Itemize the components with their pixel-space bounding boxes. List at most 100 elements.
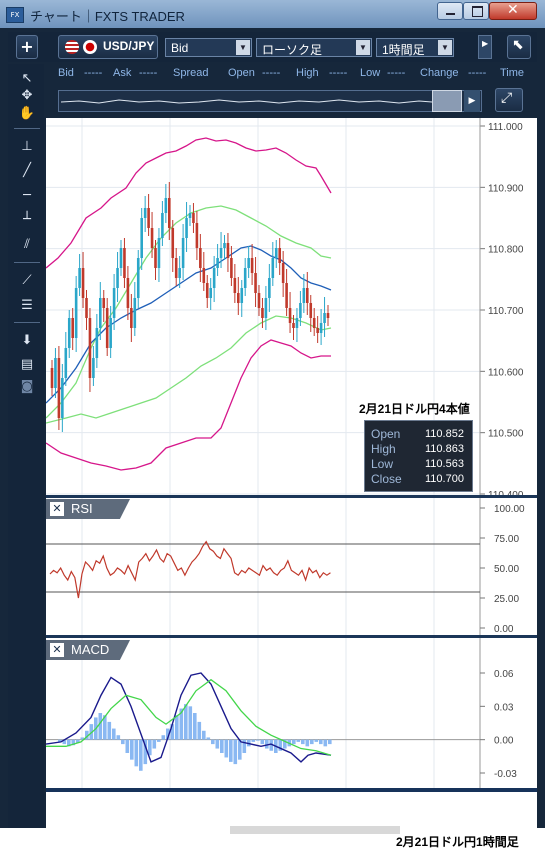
candle-body [126, 278, 130, 308]
close-rsi-icon[interactable]: ✕ [50, 502, 64, 516]
pointer-icon[interactable]: ↖ [21, 71, 33, 86]
panel-separator[interactable] [46, 635, 537, 638]
macd-histogram-bar [328, 739, 332, 745]
candle-body [216, 258, 219, 268]
rsi-tick-label: 50.00 [494, 564, 519, 575]
fibonacci-fan-icon[interactable]: ⟋ [22, 273, 32, 288]
high-value: ----- [329, 67, 348, 79]
rsi-tick-label: 100.00 [494, 504, 525, 515]
data-window-icon[interactable]: ▤ [20, 357, 34, 372]
candle-body [202, 268, 206, 283]
tool-separator [14, 322, 40, 323]
fit-chart-button[interactable]: ⤢ [495, 88, 523, 112]
candle-body [105, 308, 109, 348]
candle-body [168, 198, 171, 228]
candle-body [67, 318, 71, 348]
symbol-button[interactable]: USD/JPY [58, 35, 158, 59]
app-icon: FX [6, 7, 24, 23]
minimize-icon [446, 13, 455, 15]
candle-body [264, 298, 268, 318]
chart-type-value: ローソク足 [262, 43, 323, 57]
candle-body [288, 308, 292, 323]
fibonacci-retracement-icon[interactable]: ☰ [21, 298, 33, 313]
cross-line-icon[interactable]: ┴ [23, 212, 31, 227]
add-chart-button[interactable]: + [16, 35, 38, 59]
timeframe-select[interactable]: 1時間足 ▼ [376, 38, 454, 57]
macd-histogram-bar [229, 739, 233, 762]
time-axis-separator [46, 788, 537, 792]
macd-histogram-bar [112, 728, 116, 740]
candle-body [299, 303, 302, 318]
time-axis-area [46, 788, 537, 828]
rsi-panel-tab: ✕ RSI [46, 499, 130, 519]
close-macd-icon[interactable]: ✕ [50, 643, 64, 657]
candle-body [192, 213, 195, 223]
camera-icon[interactable]: ◙ [20, 379, 34, 394]
macd-tick-label: 0.00 [494, 736, 514, 747]
chart-navigator[interactable] [58, 90, 482, 112]
ohlc-close-label: Close [371, 472, 402, 486]
macd-histogram-bar [224, 739, 229, 758]
candle-body [64, 348, 68, 378]
minimize-button[interactable] [437, 2, 463, 20]
price-tick-label: 110.900 [488, 183, 524, 194]
candle-body [81, 268, 85, 298]
macd-histogram-bar [130, 739, 134, 760]
candle-body [154, 248, 157, 268]
candle-body [233, 278, 237, 293]
candle-body [61, 378, 64, 418]
macd-tick-label: 0.03 [494, 702, 514, 713]
candle-body [306, 288, 309, 303]
rsi-tick-label: 75.00 [494, 534, 519, 545]
scroll-down-icon[interactable]: ⬇ [21, 333, 33, 348]
panel-separator[interactable] [46, 495, 537, 498]
toolbar-scroll-icon[interactable]: ▶ [478, 35, 492, 59]
taskbar-strip [230, 826, 400, 834]
candle-body [240, 288, 244, 303]
channel-icon[interactable]: ⫽ [24, 237, 30, 252]
macd-histogram-bar [121, 739, 125, 745]
expand-icon: ⤢ [501, 90, 513, 106]
navigator-handle[interactable] [432, 90, 462, 112]
macd-histogram-bar [256, 739, 260, 741]
candle-body [188, 213, 192, 218]
candle-body [123, 248, 126, 278]
horizontal-line-icon[interactable]: ─ [23, 188, 31, 203]
candle-body [147, 208, 150, 228]
macd-histogram-bar [103, 715, 107, 740]
vertical-line-icon[interactable]: ⊥ [21, 139, 33, 154]
macd-histogram-bar [269, 739, 274, 751]
price-tick-label: 110.800 [488, 245, 524, 256]
price-tick-label: 110.600 [488, 367, 524, 378]
candle-body [157, 238, 161, 268]
ohlc-info-box: Open 110.852 High 110.863 Low 110.563 Cl… [364, 420, 473, 492]
candle-body [57, 358, 61, 418]
price-type-select[interactable]: Bid ▼ [165, 38, 252, 57]
moving-average-line [46, 245, 332, 404]
candle-body [205, 283, 209, 298]
trend-line-icon[interactable]: ╱ [23, 163, 31, 178]
macd-histogram-bar [67, 739, 71, 747]
hand-icon[interactable]: ✋ [18, 106, 36, 121]
candle-body [171, 228, 175, 258]
change-label: Change [420, 67, 459, 79]
macd-histogram-bar [265, 739, 269, 749]
price-axis-area[interactable] [480, 118, 537, 788]
close-button[interactable]: ✕ [489, 2, 537, 20]
candle-body [271, 258, 275, 278]
bollinger-inner-lower-line [46, 315, 332, 424]
macd-histogram-bar [197, 721, 202, 740]
macd-histogram-bar [71, 739, 76, 746]
collapse-button[interactable]: ⬉ [507, 35, 531, 59]
navigator-right-arrow-icon[interactable]: ▶ [464, 90, 480, 112]
candle-body [99, 298, 102, 328]
macd-histogram-bar [184, 704, 188, 740]
arrow-collapse-icon: ⬉ [512, 37, 524, 53]
candle-body [78, 268, 81, 288]
close-icon: ✕ [507, 2, 519, 18]
macd-histogram-bar [242, 739, 247, 753]
crosshair-icon[interactable]: ✥ [21, 88, 33, 103]
macd-histogram-bar [202, 730, 206, 740]
maximize-button[interactable] [463, 2, 489, 20]
chart-type-select[interactable]: ローソク足 ▼ [256, 38, 372, 57]
